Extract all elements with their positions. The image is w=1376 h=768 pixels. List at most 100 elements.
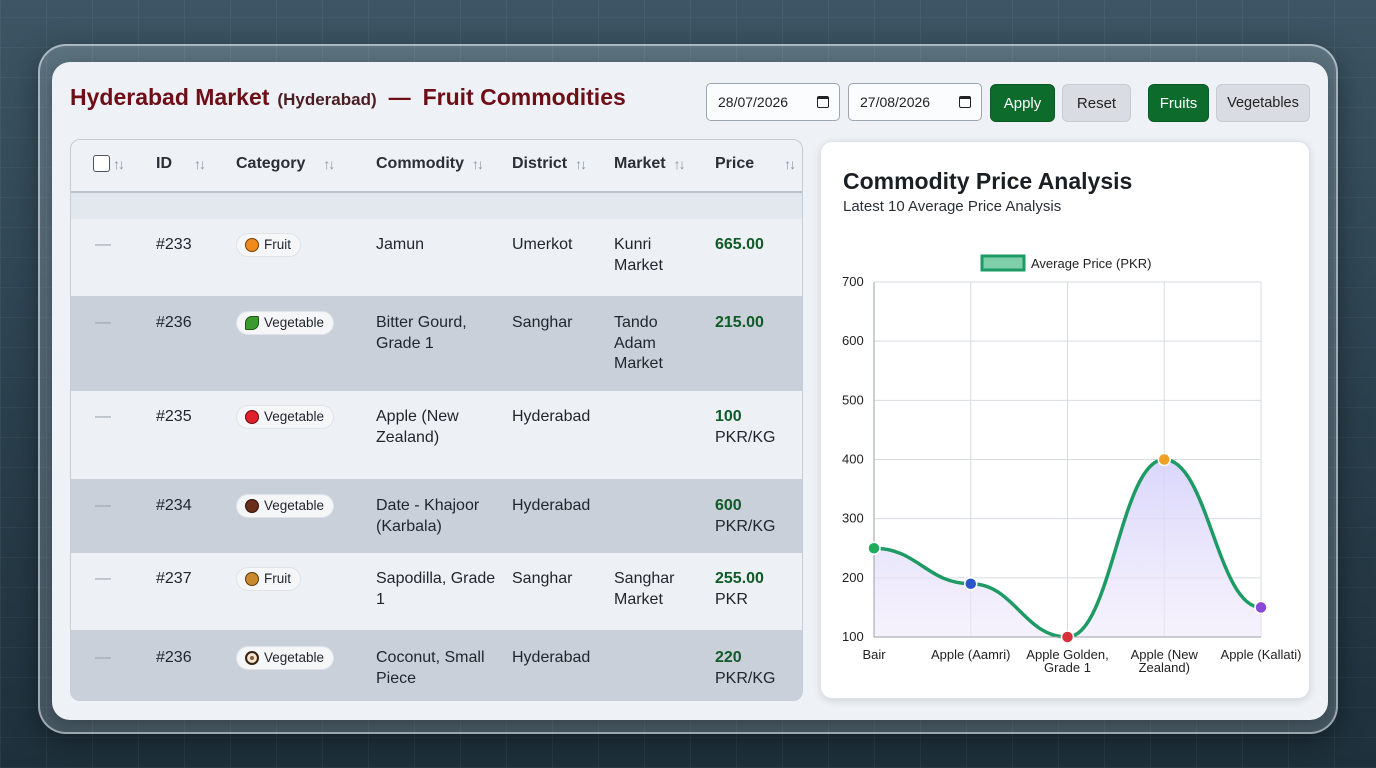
column-header-price[interactable]: Price ↑↓ xyxy=(715,155,796,173)
table-row[interactable]: — #237 Fruit Sapodilla, Grade 1 Sanghar … xyxy=(71,553,802,630)
date-to-value: 27/08/2026 xyxy=(860,94,931,110)
x-tick-label: Apple Golden, Grade 1 xyxy=(1026,647,1108,675)
legend-swatch xyxy=(980,254,1026,272)
category-badge: Vegetable xyxy=(236,646,335,670)
row-select-dash[interactable]: — xyxy=(95,314,111,331)
y-tick-label: 700 xyxy=(842,274,864,289)
category-badge: Fruit xyxy=(236,567,301,591)
commodity-cell: Coconut, Small Piece xyxy=(376,649,485,687)
price-unit: PKR xyxy=(715,590,748,608)
y-tick-label: 100 xyxy=(842,629,864,644)
sapodilla-icon xyxy=(245,572,259,586)
column-header-commodity[interactable]: Commodity ↑↓ xyxy=(376,155,484,173)
date-to-input[interactable]: 27/08/2026 xyxy=(848,83,982,121)
select-all-header: ↑↓ xyxy=(93,155,125,172)
fruits-filter-button[interactable]: Fruits xyxy=(1148,84,1209,122)
price-unit: PKR/KG xyxy=(715,428,776,446)
row-id: #235 xyxy=(156,408,192,425)
row-id: #236 xyxy=(156,314,192,331)
table-row[interactable]: — #236 Vegetable Bitter Gourd, Grade 1 S… xyxy=(71,296,802,391)
table-row[interactable]: — #235 Vegetable Apple (New Zealand) Hyd… xyxy=(71,391,802,479)
calendar-icon[interactable] xyxy=(959,96,971,108)
apple-icon xyxy=(245,410,259,424)
page-title: Hyderabad Market (Hyderabad) — Fruit Com… xyxy=(70,84,626,114)
table-header: ↑↓ ID ↑↓ Category ↑↓ Commodity ↑↓ Distri… xyxy=(71,140,802,193)
y-tick-label: 300 xyxy=(842,511,864,526)
legend-label: Average Price (PKR) xyxy=(1031,256,1151,271)
category-cell: Vegetable xyxy=(236,405,335,431)
data-point xyxy=(964,577,978,591)
apply-button[interactable]: Apply xyxy=(990,84,1055,122)
commodity-cell: Date - Khajoor (Karbala) xyxy=(376,497,480,535)
row-select-dash[interactable]: — xyxy=(95,408,111,425)
vegetables-filter-button[interactable]: Vegetables xyxy=(1216,84,1310,122)
district-cell: Hyderabad xyxy=(512,497,591,514)
category-cell: Vegetable xyxy=(236,646,335,672)
price-value: 220 xyxy=(715,649,742,666)
date-icon xyxy=(245,499,259,513)
chart-subtitle: Latest 10 Average Price Analysis xyxy=(843,198,1062,215)
commodity-cell: Apple (New Zealand) xyxy=(376,408,459,446)
sort-icon[interactable]: ↑↓ xyxy=(472,156,484,172)
orange-icon xyxy=(245,238,259,252)
price-cell: 100 PKR/KG xyxy=(715,407,795,448)
row-select-dash[interactable]: — xyxy=(95,570,111,587)
price-value: 665.00 xyxy=(715,236,764,253)
select-all-checkbox[interactable] xyxy=(93,155,110,172)
row-select-dash[interactable]: — xyxy=(95,236,111,253)
sort-icon[interactable]: ↑↓ xyxy=(113,155,125,172)
price-cell: 255.00 PKR xyxy=(715,569,795,610)
row-select-dash[interactable]: — xyxy=(95,649,111,666)
reset-button[interactable]: Reset xyxy=(1062,84,1131,122)
column-header-district[interactable]: District ↑↓ xyxy=(512,155,587,173)
price-cell: 215.00 xyxy=(715,313,795,334)
market-cell: Sanghar Market xyxy=(614,570,675,608)
column-header-id[interactable]: ID ↑↓ xyxy=(156,155,206,173)
category-label: Fruit xyxy=(264,236,291,252)
market-city: (Hyderabad) xyxy=(277,90,377,109)
x-tick-label: Apple (Kallati) xyxy=(1221,647,1302,662)
row-id: #234 xyxy=(156,497,192,514)
calendar-icon[interactable] xyxy=(817,96,829,108)
table-row[interactable]: — #234 Vegetable Date - Khajoor (Karbala… xyxy=(71,479,802,553)
sort-icon[interactable]: ↑↓ xyxy=(323,156,335,172)
data-point xyxy=(1254,600,1268,615)
date-from-input[interactable]: 28/07/2026 xyxy=(706,83,840,121)
table-row[interactable]: — #233 Fruit Jamun Umerkot Kunri Market … xyxy=(71,219,802,296)
bitter-gourd-icon xyxy=(245,316,259,330)
x-tick-label: Bair xyxy=(862,647,886,662)
coconut-icon xyxy=(245,651,259,665)
table-row[interactable]: — #236 Vegetable Coconut, Small Piece Hy… xyxy=(71,630,802,700)
category-label: Vegetable xyxy=(264,497,325,513)
column-header-category[interactable]: Category ↑↓ xyxy=(236,155,335,173)
district-cell: Sanghar xyxy=(512,570,573,587)
y-tick-label: 400 xyxy=(842,452,864,467)
table-spacer xyxy=(71,193,802,219)
row-id: #237 xyxy=(156,570,192,587)
price-value: 215.00 xyxy=(715,314,764,331)
date-from-value: 28/07/2026 xyxy=(718,94,789,110)
row-select-dash[interactable]: — xyxy=(95,497,111,514)
district-cell: Hyderabad xyxy=(512,649,591,666)
column-label: Price xyxy=(715,155,755,172)
sort-icon[interactable]: ↑↓ xyxy=(784,156,796,172)
chart-title: Commodity Price Analysis xyxy=(843,168,1133,194)
sort-icon[interactable]: ↑↓ xyxy=(194,156,206,172)
series-line xyxy=(873,457,1262,639)
price-cell: 220 PKR/KG xyxy=(715,648,795,689)
category-badge: Fruit xyxy=(236,233,301,257)
category-badge: Vegetable xyxy=(236,405,335,429)
sort-icon[interactable]: ↑↓ xyxy=(673,156,686,172)
commodity-cell: Bitter Gourd, Grade 1 xyxy=(376,314,467,352)
commodity-table: ↑↓ ID ↑↓ Category ↑↓ Commodity ↑↓ Distri… xyxy=(70,139,803,701)
x-tick-label: Apple (New Zealand) xyxy=(1131,647,1199,675)
column-label: ID xyxy=(156,155,172,172)
column-header-market[interactable]: Market ↑↓ xyxy=(614,155,686,173)
sort-icon[interactable]: ↑↓ xyxy=(575,156,587,172)
price-line-chart: 100 200 300 400 500 600 700 Bair Apple (Aamri) Ap… xyxy=(842,254,1302,675)
market-cell: Kunri Market xyxy=(614,236,663,274)
x-tick-label: Apple (Aamri) xyxy=(931,647,1010,662)
price-value: 600 xyxy=(715,497,742,514)
category-badge: Vegetable xyxy=(236,494,335,518)
price-value: 100 xyxy=(715,408,742,425)
